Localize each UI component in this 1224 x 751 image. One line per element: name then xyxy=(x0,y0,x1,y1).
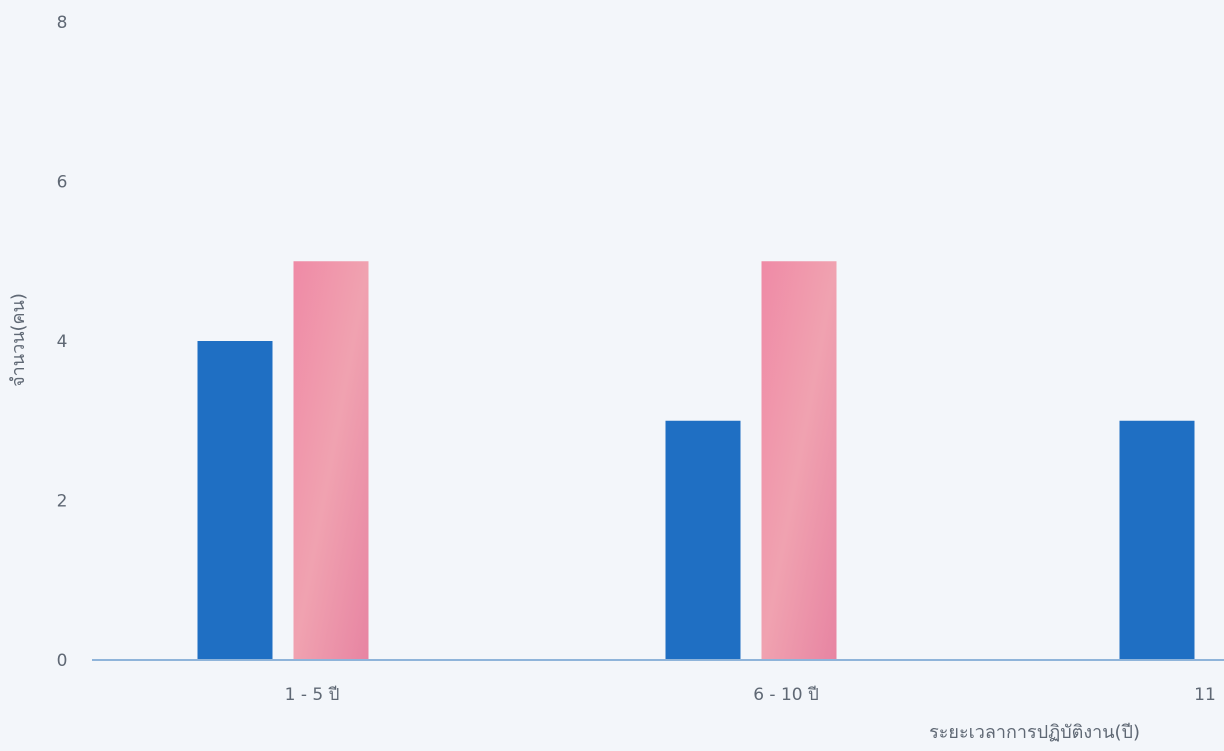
x-axis-tick-labels: 1 - 5 ปี 6 - 10 ปี 11 xyxy=(285,685,1216,705)
y-axis-title: จำนวน(คน) xyxy=(8,293,29,387)
bars-group xyxy=(197,261,1195,660)
y-tick-label: 2 xyxy=(57,492,68,512)
x-axis-title: ระยะเวลาการปฏิบัติงาน(ปี) xyxy=(929,722,1140,743)
y-tick-label: 6 xyxy=(57,173,68,193)
bar-series2-2 xyxy=(761,261,837,660)
bar-series1-1 xyxy=(197,341,273,660)
x-tick-label: 1 - 5 ปี xyxy=(285,685,340,705)
y-tick-label: 4 xyxy=(57,332,68,352)
y-axis-tick-labels: 0 2 4 6 8 xyxy=(57,13,68,671)
x-tick-label: 11 xyxy=(1194,685,1216,705)
bar-series2-1 xyxy=(293,261,369,660)
bar-series1-2 xyxy=(665,420,741,660)
y-tick-label: 0 xyxy=(57,651,68,671)
y-tick-label: 8 xyxy=(57,13,68,33)
x-tick-label: 6 - 10 ปี xyxy=(753,685,819,705)
bar-series1-3 xyxy=(1119,420,1195,660)
